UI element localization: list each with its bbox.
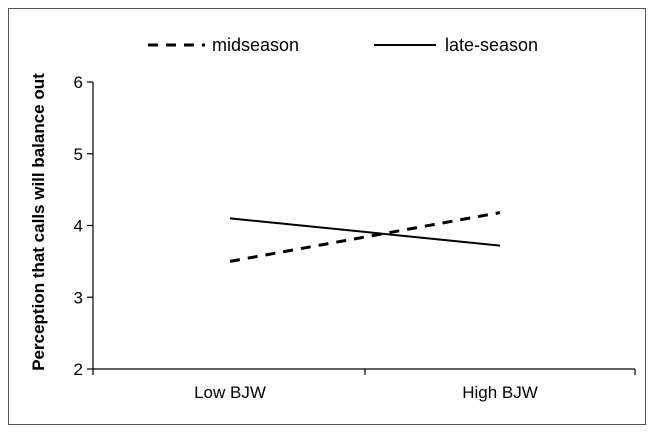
series-line-late-season	[229, 217, 501, 247]
y-tick-label: 2	[74, 360, 83, 379]
y-axis-label: Perception that calls will balance out	[29, 73, 48, 371]
series-layer	[229, 211, 501, 263]
chart-frame	[8, 8, 646, 425]
x-category-label: High BJW	[462, 383, 538, 402]
series-line-midseason	[229, 211, 501, 263]
legend-label-late-season: late-season	[445, 35, 538, 55]
y-tick-label: 6	[74, 73, 83, 92]
y-tick-label: 3	[74, 288, 83, 307]
legend-label-midseason: midseason	[212, 35, 299, 55]
x-category-label: Low BJW	[194, 383, 266, 402]
y-tick-label: 5	[74, 145, 83, 164]
x-ticks: Low BJW High BJW	[92, 369, 636, 402]
legend: midseason late-season	[148, 35, 538, 55]
y-ticks: 2 3 4 5 6	[74, 73, 93, 379]
y-tick-label: 4	[74, 217, 83, 236]
